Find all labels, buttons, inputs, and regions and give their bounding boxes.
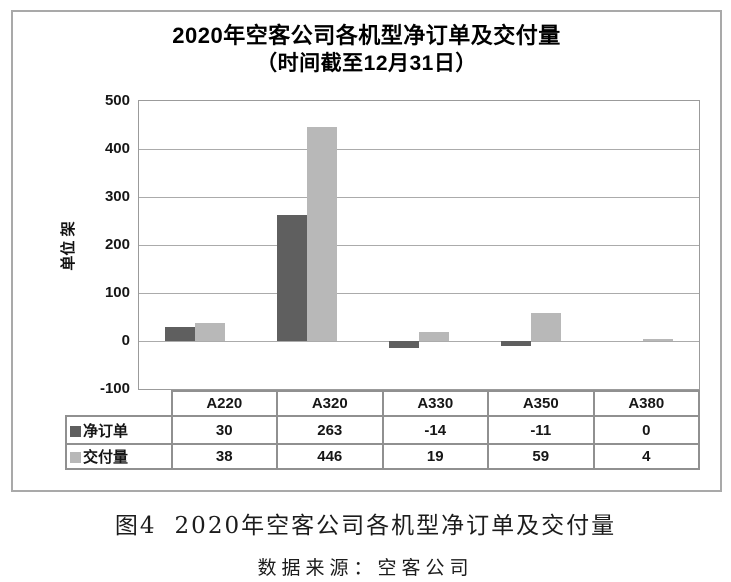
data-source-caption: 数据来源：空客公司 (257, 557, 474, 579)
chart-title-line1: 2020年空客公司各机型净订单及交付量 (172, 23, 561, 48)
table-value-cell: 263 (276, 415, 384, 445)
table-header-cell-A350: A350 (487, 390, 595, 417)
bar-净订单-A220 (165, 326, 195, 341)
figure-caption-text: 2020年空客公司各机型净订单及交付量 (174, 513, 617, 539)
table-value-cell: 19 (381, 443, 489, 470)
bar-交付量-A330 (419, 331, 449, 341)
table-header-cell-A220: A220 (170, 390, 278, 417)
table-row-净订单: 净订单 30 263 -14 -11 0 (65, 415, 700, 445)
y-tick-label: 300 (104, 188, 130, 205)
bar-交付量-A320 (307, 126, 337, 341)
table-header-cell-A320: A320 (276, 390, 384, 417)
legend-swatch (70, 452, 81, 463)
legend-swatch (70, 425, 81, 437)
table-row-交付量: 交付量 38 446 19 59 4 (65, 443, 700, 470)
legend-label: 交付量 (83, 449, 129, 466)
y-tick-label: -100 (99, 380, 130, 397)
bar-净订单-A350 (501, 341, 531, 347)
gridline-400 (139, 148, 699, 150)
bar-净订单-A320 (277, 214, 307, 341)
bar-交付量-A380 (643, 339, 673, 341)
gridline-100 (139, 292, 699, 294)
table-value-cell: 30 (170, 415, 278, 445)
data-table: A220 A320 A330 A350 A380 净订单 30 263 -14 -11 0 交付量 38… (65, 390, 700, 470)
bar-净订单-A330 (389, 341, 419, 348)
bar-交付量-A220 (195, 322, 225, 341)
table-value-cell: 0 (592, 415, 700, 445)
y-tick-label: 200 (104, 236, 130, 253)
y-tick-label: 100 (104, 284, 130, 301)
table-value-cell: 4 (592, 443, 700, 470)
table-header-cell-A330: A330 (381, 390, 489, 417)
table-value-cell: -14 (381, 415, 489, 445)
gridline-200 (139, 244, 699, 246)
chart-container: 2020年空客公司各机型净订单及交付量 （时间截至12月31日） 单位 架 50… (11, 10, 722, 492)
legend-cell-交付量: 交付量 (65, 443, 173, 470)
figure-caption: 图4 2020年空客公司各机型净订单及交付量 (0, 506, 731, 540)
table-corner-cell (66, 391, 172, 416)
table-header-row: A220 A320 A330 A350 A380 (66, 390, 700, 417)
y-tick-label: 500 (104, 92, 130, 109)
table-header-cell-A380: A380 (592, 390, 700, 417)
gridline-300 (139, 196, 699, 198)
y-tick-label: 0 (121, 332, 130, 349)
table-value-cell: 38 (170, 443, 278, 470)
plot-area (138, 100, 700, 390)
bar-交付量-A350 (531, 312, 561, 341)
gridline-0 (139, 340, 699, 342)
table-value-cell: 446 (276, 443, 384, 470)
table-value-cell: 59 (487, 443, 595, 470)
legend-label: 净订单 (83, 422, 129, 440)
chart-title-line2: （时间截至12月31日） (256, 52, 477, 75)
figure-label: 图4 (114, 513, 157, 539)
y-tick-label: 400 (104, 140, 130, 157)
chart-title: 2020年空客公司各机型净订单及交付量 （时间截至12月31日） (13, 22, 720, 77)
table-value-cell: -11 (487, 415, 595, 445)
legend-cell-净订单: 净订单 (65, 415, 173, 445)
